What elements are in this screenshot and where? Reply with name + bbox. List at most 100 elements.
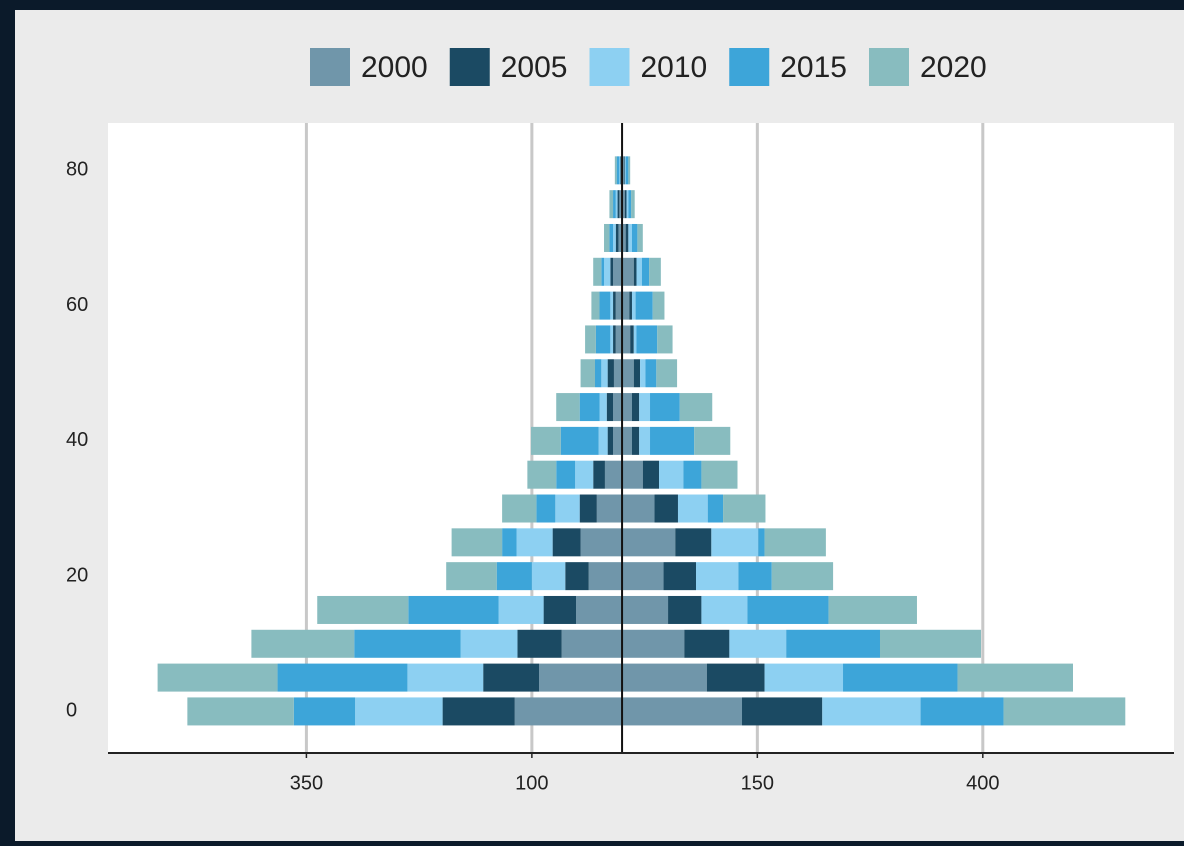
bar-left [607, 426, 614, 455]
bar-left [251, 629, 355, 658]
bar-right [622, 460, 643, 489]
bar-right [633, 257, 637, 286]
bar-right [657, 325, 673, 354]
bar-left [610, 291, 614, 320]
bar-left [355, 697, 443, 726]
bar-left [591, 291, 600, 320]
bar-right [636, 325, 658, 354]
bar-left [516, 528, 553, 557]
bar-left [613, 325, 616, 354]
legend-swatch [449, 48, 490, 86]
bar-left [599, 291, 611, 320]
bar-left [580, 359, 596, 388]
bar-right [628, 156, 631, 185]
bar-left [610, 257, 614, 286]
bar-left [615, 190, 618, 219]
bar-right [711, 528, 759, 557]
y-tick-label: 40 [66, 429, 88, 451]
bar-left [556, 393, 580, 422]
bar-left [543, 595, 577, 624]
bar-right [642, 460, 660, 489]
bar-right [622, 223, 626, 252]
bar-left [617, 190, 620, 219]
bar-left [613, 359, 623, 388]
bar-right [828, 595, 917, 624]
bar-left [604, 223, 610, 252]
bar-right [631, 190, 635, 219]
legend-label: 2000 [361, 51, 428, 84]
bar-left [579, 393, 600, 422]
bar-left [277, 663, 408, 692]
bar-left [593, 460, 605, 489]
bar-left [618, 223, 623, 252]
bar-left [498, 595, 544, 624]
bar-left [601, 359, 608, 388]
bar-right [622, 494, 655, 523]
x-tick-label: 350 [290, 772, 323, 794]
bar-right [652, 291, 665, 320]
bar-left [565, 562, 589, 591]
bar-left [527, 460, 557, 489]
y-tick-label: 20 [66, 564, 88, 586]
bar-right [622, 359, 634, 388]
bar-right [742, 697, 823, 726]
bar-left [615, 325, 623, 354]
bar-right [723, 494, 766, 523]
bar-left [613, 393, 623, 422]
bar-right [622, 190, 625, 219]
bar-right [675, 528, 712, 557]
bar-right [641, 257, 650, 286]
bar-right [729, 629, 787, 658]
bar-left [579, 494, 597, 523]
bar-left [187, 697, 294, 726]
bar-left [460, 629, 518, 658]
bar-right [640, 359, 646, 388]
bar-right [637, 223, 643, 252]
bar-right [622, 325, 631, 354]
bar-left [575, 460, 594, 489]
bar-left [588, 562, 623, 591]
bar-left [614, 156, 617, 185]
bar-left [613, 426, 623, 455]
bar-right [622, 393, 632, 422]
bar-right [631, 291, 636, 320]
bar-left [157, 663, 278, 692]
bar-left [496, 562, 532, 591]
bar-right [645, 359, 657, 388]
bar-right [758, 528, 765, 557]
legend-swatch [729, 48, 770, 86]
bar-right [622, 426, 632, 455]
bar-right [694, 426, 731, 455]
bar-left [317, 595, 409, 624]
bar-right [822, 697, 921, 726]
bar-left [595, 359, 602, 388]
bar-right [920, 697, 1004, 726]
bar-right [656, 359, 678, 388]
bar-left [451, 528, 503, 557]
legend-swatch [589, 48, 630, 86]
legend-label: 2005 [501, 51, 568, 84]
bar-right [677, 494, 708, 523]
bar-right [625, 223, 629, 252]
bar-right [622, 595, 669, 624]
bar-right [747, 595, 829, 624]
bar-right [786, 629, 880, 658]
bar-left [615, 223, 619, 252]
bar-left [407, 663, 484, 692]
bar-left [531, 562, 566, 591]
bar-left [601, 257, 605, 286]
bar-right [624, 156, 626, 185]
bar-right [633, 325, 637, 354]
bar-left [616, 156, 620, 185]
bar-right [628, 223, 632, 252]
bar-right [764, 528, 826, 557]
bar-left [556, 460, 576, 489]
bar-right [1003, 697, 1126, 726]
bar-left [408, 595, 499, 624]
bar-left [561, 629, 623, 658]
bar-right [663, 562, 697, 591]
bar-left [517, 629, 562, 658]
bar-right [631, 393, 640, 422]
bar-left [502, 494, 537, 523]
bar-right [623, 156, 625, 185]
